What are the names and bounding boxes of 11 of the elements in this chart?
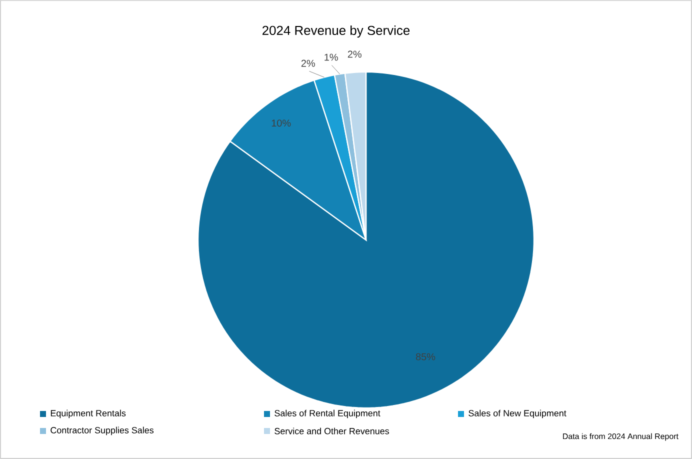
chart-title: 2024 Revenue by Service bbox=[262, 26, 410, 38]
data-label: 85% bbox=[416, 353, 436, 360]
legend-label: Contractor Supplies Sales bbox=[50, 426, 154, 436]
legend-label: Sales of Rental Equipment bbox=[274, 410, 380, 418]
legend-label: Equipment Rentals bbox=[50, 410, 126, 418]
data-label: 2% bbox=[348, 50, 362, 58]
data-label: 2% bbox=[301, 60, 315, 67]
data-label: 1% bbox=[324, 54, 338, 61]
data-label: 10% bbox=[272, 120, 291, 127]
legend-label: Sales of New Equipment bbox=[468, 410, 566, 418]
legend-label: Service and Other Revenues bbox=[274, 428, 389, 434]
